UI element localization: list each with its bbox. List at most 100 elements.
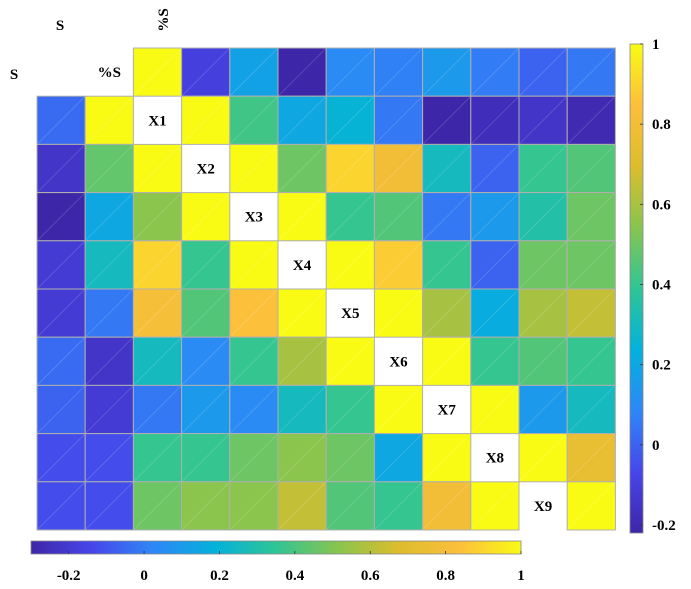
heatmap-cell-sheen	[85, 96, 133, 144]
heatmap-cell-r4-c0	[36, 240, 86, 290]
heatmap-cell-sheen	[134, 434, 181, 482]
heatmap-cell-sheen	[326, 482, 374, 530]
diagonal-label-x4: X4	[293, 258, 312, 274]
heatmap-cell-sheen	[326, 434, 374, 482]
colorbar-bottom-tick-label: 1	[517, 568, 525, 584]
heatmap-cell-r4-c7	[373, 240, 424, 290]
heatmap-cell-sheen	[471, 96, 519, 144]
heatmap-cell-sheen	[134, 145, 181, 192]
heatmap-cell-sheen	[375, 48, 422, 96]
heatmap-cell-sheen	[85, 482, 133, 530]
heatmap-cell-sheen	[230, 96, 278, 144]
heatmap-cell-r5-c4	[229, 288, 279, 338]
heatmap-cell-r0-c8	[422, 47, 472, 97]
heatmap-cell-r9-c9	[470, 481, 520, 531]
heatmap-cell-r5-c8	[422, 288, 472, 338]
heatmap-cell-r3-c6	[325, 192, 375, 242]
heatmap-cell-sheen	[278, 434, 326, 482]
heatmap-cell-r8-c2	[132, 433, 183, 483]
heatmap-cell-r1-c1	[84, 95, 134, 145]
heatmap-cell-sheen	[37, 193, 85, 241]
heatmap-cell-r7-c10	[518, 384, 568, 435]
colorbar-bottom-tick-label: 0.4	[285, 568, 304, 584]
top-label-pct-s: %S	[156, 8, 172, 31]
heatmap-cell-r3-c11	[566, 192, 616, 242]
heatmap-cell-sheen	[230, 434, 278, 482]
diagonal-label-x3: X3	[245, 210, 263, 226]
heatmap-cell-sheen	[471, 337, 519, 385]
diagonal-label-x5: X5	[341, 306, 359, 322]
heatmap-cell-r6-c6	[325, 336, 375, 386]
heatmap-cell-sheen	[567, 48, 615, 96]
heatmap-cell-sheen	[37, 386, 85, 433]
heatmap-cell-r7-c11	[566, 384, 616, 435]
heatmap-cell-sheen	[519, 337, 567, 385]
heatmap-cell-r5-c0	[36, 288, 86, 338]
heatmap-cell-sheen	[567, 96, 615, 144]
heatmap-cell-sheen	[230, 482, 278, 530]
heatmap-cell-sheen	[230, 337, 278, 385]
heatmap-cell-r8-c3	[181, 433, 231, 483]
heatmap-cell-sheen	[423, 145, 471, 192]
heatmap-cell-r2-c7	[373, 143, 424, 194]
heatmap-cell-r2-c11	[566, 143, 616, 194]
heatmap-cell-r9-c7	[373, 481, 424, 531]
heatmap-cell-sheen	[423, 96, 471, 144]
heatmap-cell-r5-c1	[84, 288, 134, 338]
heatmap-cell-r4-c11	[566, 240, 616, 290]
heatmap-cell-sheen	[230, 145, 278, 192]
heatmap-cell-sheen	[375, 386, 422, 433]
heatmap-cell-sheen	[230, 386, 278, 433]
heatmap-cell-r6-c4	[229, 336, 279, 386]
heatmap-cell-sheen	[85, 241, 133, 289]
heatmap-cell-r5-c10	[518, 288, 568, 338]
heatmap-cell-sheen	[326, 145, 374, 192]
heatmap-cell-r8-c4	[229, 433, 279, 483]
heatmap-cell-sheen	[567, 241, 615, 289]
heatmap-cells	[36, 47, 616, 531]
heatmap-cell-sheen	[182, 193, 230, 241]
heatmap-cell-sheen	[471, 386, 519, 433]
colorbar-right-tick-label: 0.8	[652, 117, 671, 133]
heatmap-cell-sheen	[230, 48, 278, 96]
heatmap-cell-r0-c3	[181, 47, 231, 97]
heatmap-cell-sheen	[423, 193, 471, 241]
heatmap-cell-r1-c9	[470, 95, 520, 145]
heatmap-cell-sheen	[471, 482, 519, 530]
heatmap-cell-r7-c7	[373, 384, 424, 435]
heatmap-cell-r6-c8	[422, 336, 472, 386]
heatmap-cell-sheen	[37, 289, 85, 337]
heatmap-cell-sheen	[134, 386, 181, 433]
heatmap-cell-r7-c6	[325, 384, 375, 435]
heatmap-cell-sheen	[423, 482, 471, 530]
heatmap-cell-sheen	[423, 241, 471, 289]
heatmap-cell-r7-c2	[132, 384, 183, 435]
heatmap-cell-r7-c5	[277, 384, 327, 435]
heatmap-cell-r1-c5	[277, 95, 327, 145]
heatmap-cell-sheen	[519, 386, 567, 433]
heatmap-cell-sheen	[182, 434, 230, 482]
heatmap-cell-r0-c4	[229, 47, 279, 97]
heatmap-cell-sheen	[182, 96, 230, 144]
heatmap-cell-sheen	[471, 145, 519, 192]
colorbar-right-tick-label: 0	[652, 438, 660, 454]
diagonal-label-x8: X8	[486, 451, 504, 467]
heatmap-cell-sheen	[85, 145, 133, 192]
heatmap-cell-sheen	[567, 145, 615, 192]
heatmap-cell-sheen	[326, 241, 374, 289]
heatmap-cell-sheen	[85, 386, 133, 433]
heatmap-cell-r0-c2	[132, 47, 183, 97]
colorbar-right-gradient	[629, 43, 644, 534]
diagonal-label-x7: X7	[438, 403, 457, 419]
heatmap-cell-sheen	[519, 289, 567, 337]
colorbar-bottom-tick-label: -0.2	[57, 568, 81, 584]
colorbar-right-tick-label: 0.4	[652, 277, 671, 293]
heatmap-cell-sheen	[519, 241, 567, 289]
heatmap-cell-sheen	[37, 337, 85, 385]
heatmap-cell-r7-c3	[181, 384, 231, 435]
heatmap-cell-sheen	[375, 96, 422, 144]
heatmap-cell-sheen	[519, 48, 567, 96]
top-label-s: S	[56, 18, 64, 34]
heatmap-cell-r5-c2	[132, 288, 183, 338]
heatmap-cell-sheen	[567, 482, 615, 530]
